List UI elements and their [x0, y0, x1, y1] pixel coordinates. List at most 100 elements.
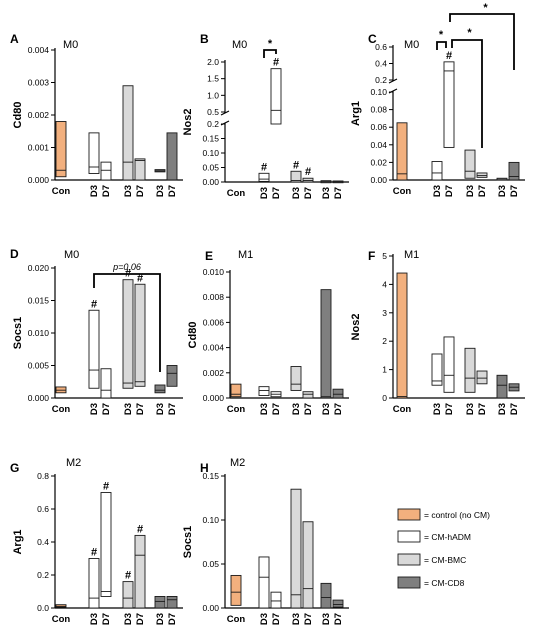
y-tick-label: 0.4	[37, 537, 49, 547]
x-tick-label: D3	[497, 403, 508, 415]
y-tick-label: 0.2	[37, 570, 49, 580]
floating-bar	[464, 347, 476, 393]
floating-bar	[320, 289, 332, 399]
y-tick-label: 0.00	[202, 177, 219, 187]
y-tick-label: 0.15	[202, 471, 219, 481]
y-tick-label: 0.0	[37, 603, 49, 613]
significance-bracket	[449, 13, 515, 70]
y-tick-label: 0.05	[202, 559, 219, 569]
y-axis-label: Socs1	[12, 317, 24, 349]
significance-hash: #	[137, 272, 143, 284]
y-tick-label: 0.00	[202, 603, 219, 613]
floating-bar	[88, 132, 100, 174]
y-tick-label: 2.0	[207, 57, 219, 67]
floating-bar	[258, 386, 270, 396]
p-value-label: p=0.06	[112, 262, 141, 272]
panel-condition: M2	[66, 457, 81, 469]
significance-bracket	[436, 41, 447, 50]
y-tick-label: 5	[382, 251, 387, 261]
x-tick-label: D3	[321, 187, 332, 199]
x-tick-label: Con	[52, 614, 71, 625]
x-tick-label: D7	[135, 185, 146, 197]
significance-hash: #	[273, 57, 279, 69]
x-tick-label: Con	[393, 186, 412, 197]
y-axis-label: Arg1	[350, 101, 362, 126]
panel-letter: D	[10, 247, 19, 261]
y-tick-label: 0.004	[203, 343, 225, 353]
x-tick-label: D3	[465, 185, 476, 197]
significance-hash: #	[293, 159, 299, 171]
legend-label: = CM-BMC	[424, 555, 466, 565]
y-tick-label: 0.10	[370, 87, 387, 97]
x-tick-label: D7	[509, 185, 520, 197]
x-tick-label: D3	[89, 403, 100, 415]
panel-B: B M0 Nos2 0.00 0.05 0.10 0.15 0.2 0.5 1.0 1.5 2.0 Co…	[182, 32, 349, 199]
axes	[54, 474, 183, 609]
x-tick-label: D7	[477, 185, 488, 197]
panel-letter: G	[10, 461, 19, 475]
axes	[54, 266, 183, 399]
floating-bar	[154, 596, 166, 609]
x-tick-label: D7	[167, 185, 178, 197]
x-tick-label: D7	[101, 185, 112, 197]
significance-hash: #	[91, 298, 97, 310]
y-tick-label: 0.00	[370, 175, 387, 185]
legend-item: = CM-hADM	[397, 530, 471, 543]
floating-bar	[396, 272, 408, 399]
floating-bar	[166, 596, 178, 609]
floating-bar	[230, 383, 242, 398]
floating-bar	[230, 574, 242, 606]
legend-item: = CM-BMC	[397, 553, 466, 566]
y-tick-label: 0.002	[28, 110, 50, 120]
y-axis-label: Nos2	[350, 314, 362, 341]
significance-hash: #	[261, 161, 267, 173]
floating-bar	[302, 391, 314, 399]
floating-bar	[332, 388, 344, 399]
floating-bar	[166, 365, 178, 387]
x-tick-label: D3	[291, 403, 302, 415]
x-tick-label: D7	[135, 613, 146, 625]
panel-letter: E	[205, 249, 213, 263]
panel-condition: M0	[404, 39, 419, 51]
x-tick-label: D7	[477, 403, 488, 415]
x-tick-label: D7	[135, 403, 146, 415]
floating-bar	[332, 599, 344, 608]
y-tick-label: 2	[382, 336, 387, 346]
floating-bar	[55, 121, 67, 178]
x-tick-label: D7	[444, 185, 455, 197]
y-tick-label: 0.15	[202, 134, 219, 144]
floating-bar	[270, 591, 282, 609]
y-tick-label: 0.10	[202, 148, 219, 158]
floating-bar	[290, 488, 302, 609]
x-tick-label: Con	[227, 614, 246, 625]
floating-bar	[476, 370, 488, 385]
floating-bar	[134, 158, 146, 181]
floating-bar	[100, 492, 112, 597]
floating-bar	[464, 149, 476, 179]
panel-C: C M0 Arg1 0.00 0.02 0.04 0.06 0.08 0.10 0.2 0.4 0.6…	[350, 2, 525, 197]
significance-bracket	[451, 39, 483, 148]
panel-letter: B	[200, 32, 209, 46]
legend-swatch	[397, 530, 421, 543]
x-tick-label: Con	[393, 404, 412, 415]
floating-bar	[134, 283, 146, 387]
axes	[54, 48, 183, 181]
x-tick-label: D7	[167, 403, 178, 415]
floating-bar	[88, 558, 100, 609]
floating-bar	[290, 170, 302, 183]
floating-bar	[508, 161, 520, 181]
significance-star: *	[483, 2, 488, 14]
x-tick-label: D3	[89, 613, 100, 625]
y-tick-label: 0.003	[28, 78, 50, 88]
significance-hash: #	[125, 570, 131, 582]
panel-letter: F	[368, 249, 375, 263]
panel-condition: M1	[404, 249, 419, 261]
y-tick-label: 0.08	[370, 105, 387, 115]
significance-hash: #	[103, 481, 109, 493]
panel-letter: H	[200, 461, 209, 475]
y-tick-label: 0.5	[207, 107, 219, 117]
